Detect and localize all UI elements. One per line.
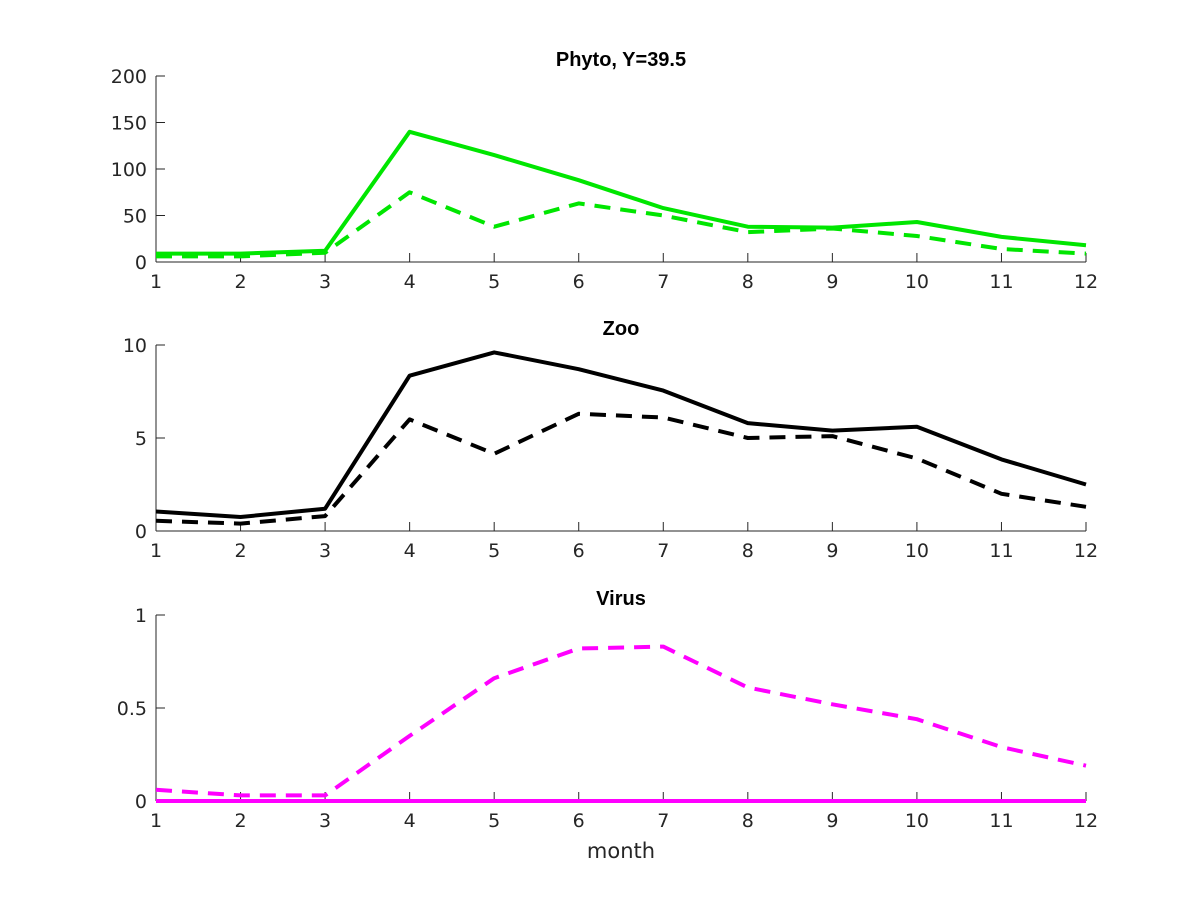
virus-title: Virus	[596, 588, 646, 610]
phyto-x-tick-label: 10	[905, 271, 929, 293]
phyto-series	[156, 129, 1087, 259]
virus-x-tick-label: 8	[742, 810, 754, 832]
zoo-x-tick-label: 12	[1074, 540, 1098, 562]
phyto-y-tick-label: 150	[111, 113, 147, 135]
phyto-y-tick-label: 100	[111, 159, 147, 181]
phyto-dashed-line	[156, 190, 1087, 259]
virus-x-tick-label: 4	[404, 810, 416, 832]
virus-x-tick-label: 6	[573, 810, 585, 832]
virus-x-tick-label: 9	[826, 810, 838, 832]
zoo-x-tick-label: 1	[150, 540, 162, 562]
phyto-x-tick-label: 1	[150, 271, 162, 293]
virus-y-tick-label: 1	[135, 605, 147, 627]
virus-series	[155, 644, 1087, 803]
zoo-x-tick-label: 11	[989, 540, 1013, 562]
zoo-x-tick-label: 8	[742, 540, 754, 562]
phyto-y-tick-label: 0	[135, 252, 147, 274]
virus-x-axis-label: month	[587, 839, 655, 863]
zoo-solid-line	[155, 350, 1087, 519]
zoo-dashed-line	[155, 411, 1087, 526]
virus-y-tick-label: 0	[135, 791, 147, 813]
phyto-x-tick-label: 4	[404, 271, 416, 293]
zoo-x-tick-label: 3	[319, 540, 331, 562]
zoo-title: Zoo	[603, 318, 640, 340]
phyto-y-tick-label: 50	[123, 206, 147, 228]
zoo-x-tick-label: 7	[657, 540, 669, 562]
virus-x-tick-label: 3	[319, 810, 331, 832]
phyto-x-tick-label: 2	[234, 271, 246, 293]
virus-x-tick-label: 10	[905, 810, 929, 832]
phyto-title: Phyto, Y=39.5	[556, 49, 686, 71]
phyto-x-tick-label: 9	[826, 271, 838, 293]
virus-x-tick-label: 2	[234, 810, 246, 832]
phyto-panel: Phyto, Y=39.5 1 2 3 4 5 6 7 8 9 10 11 1205010015020…	[111, 49, 1098, 293]
phyto-x-tick-label: 11	[989, 271, 1013, 293]
zoo-x-tick-label: 5	[488, 540, 500, 562]
phyto-x-tick-label: 6	[573, 271, 585, 293]
phyto-solid-line	[156, 129, 1087, 256]
virus-x-tick-label: 11	[989, 810, 1013, 832]
zoo-y-tick-label: 5	[135, 428, 147, 450]
virus-dashed-line	[155, 644, 1087, 798]
phyto-x-tick-label: 3	[319, 271, 331, 293]
phyto-x-tick-label: 5	[488, 271, 500, 293]
virus-x-tick-label: 7	[657, 810, 669, 832]
phyto-x-tick-label: 12	[1074, 271, 1098, 293]
zoo-y-tick-label: 0	[135, 521, 147, 543]
phyto-x-tick-label: 7	[657, 271, 669, 293]
zoo-x-tick-label: 2	[234, 540, 246, 562]
zoo-x-tick-label: 9	[826, 540, 838, 562]
virus-x-tick-label: 12	[1074, 810, 1098, 832]
zoo-y-tick-label: 10	[123, 335, 147, 357]
zoo-x-tick-label: 4	[404, 540, 416, 562]
zoo-x-tick-label: 6	[573, 540, 585, 562]
virus-x-tick-label: 1	[150, 810, 162, 832]
phyto-y-tick-label: 200	[111, 66, 147, 88]
zoo-series	[155, 350, 1087, 526]
phyto-x-tick-label: 8	[742, 271, 754, 293]
zoo-x-tick-label: 10	[905, 540, 929, 562]
virus-y-tick-label: 0.5	[117, 698, 147, 720]
virus-x-tick-label: 5	[488, 810, 500, 832]
